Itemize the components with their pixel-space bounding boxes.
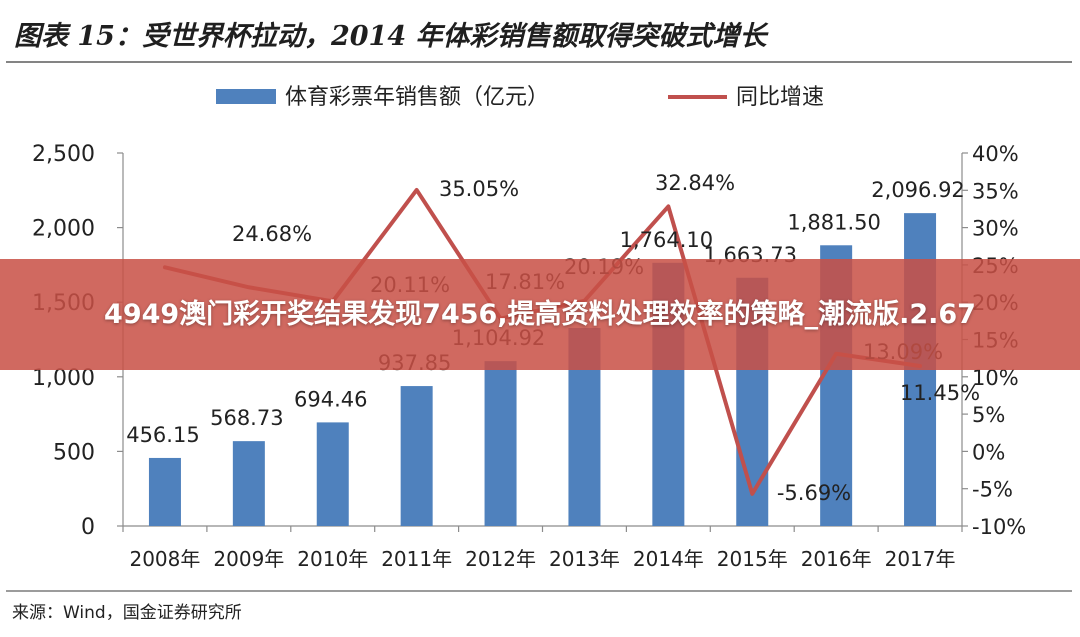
right-tick-label: -10%: [972, 515, 1026, 539]
left-tick-label: 500: [53, 440, 95, 465]
left-tick-label: 2,500: [32, 142, 95, 167]
x-tick-label: 2011年: [381, 547, 452, 571]
x-tick-label: 2016年: [801, 547, 872, 571]
right-tick-label: 35%: [972, 179, 1019, 203]
line-value-label: 35.05%: [439, 177, 519, 201]
bar-value-label: 568.73: [210, 406, 283, 430]
bar: [484, 361, 517, 526]
legend-swatch-bar: [216, 89, 276, 104]
bar: [316, 422, 349, 526]
line-value-label: -5.69%: [777, 481, 851, 505]
bar-value-label: 2,096.92: [871, 178, 965, 202]
x-tick-label: 2015年: [717, 547, 788, 571]
legend-label-line: 同比增速: [736, 85, 824, 110]
right-tick-label: 5%: [972, 403, 1005, 427]
x-tick-label: 2008年: [129, 547, 200, 571]
x-tick-label: 2010年: [297, 547, 368, 571]
legend-label-bar: 体育彩票年销售额（亿元）: [285, 85, 549, 110]
x-tick-label: 2009年: [213, 547, 284, 571]
x-tick-label: 2014年: [633, 547, 704, 571]
bar-value-label: 694.46: [294, 387, 367, 411]
right-tick-label: 30%: [972, 217, 1019, 241]
bar-value-label: 1,881.50: [787, 210, 881, 234]
overlay-text: 4949澳门彩开奖结果发现7456,提高资料处理效率的策略_潮流版.2.67: [104, 298, 976, 330]
line-value-label: 11.45%: [900, 381, 980, 405]
line-value-label: 24.68%: [232, 222, 312, 246]
bar-value-label: 1,764.10: [620, 228, 714, 252]
x-tick-label: 2017年: [885, 547, 956, 571]
source-note: 来源：Wind，国金证券研究所: [12, 603, 242, 623]
bar: [232, 441, 265, 526]
chart-title: 图表 15：受世界杯拉动，2014 年体彩销售额取得突破式增长: [14, 21, 770, 52]
legend: 体育彩票年销售额（亿元） 同比增速: [216, 85, 824, 110]
x-tick-label: 2013年: [549, 547, 620, 571]
x-tick-label: 2012年: [465, 547, 536, 571]
left-tick-label: 0: [81, 515, 95, 540]
right-tick-label: -5%: [972, 478, 1013, 502]
right-tick-label: 0%: [972, 440, 1005, 464]
bar: [148, 457, 181, 526]
left-tick-label: 2,000: [32, 217, 95, 242]
right-tick-label: 40%: [972, 142, 1019, 166]
bar: [400, 386, 433, 526]
bar-value-label: 456.15: [126, 423, 199, 447]
line-value-label: 32.84%: [655, 171, 735, 195]
overlay-banner: 4949澳门彩开奖结果发现7456,提高资料处理效率的策略_潮流版.2.67: [0, 259, 1080, 370]
